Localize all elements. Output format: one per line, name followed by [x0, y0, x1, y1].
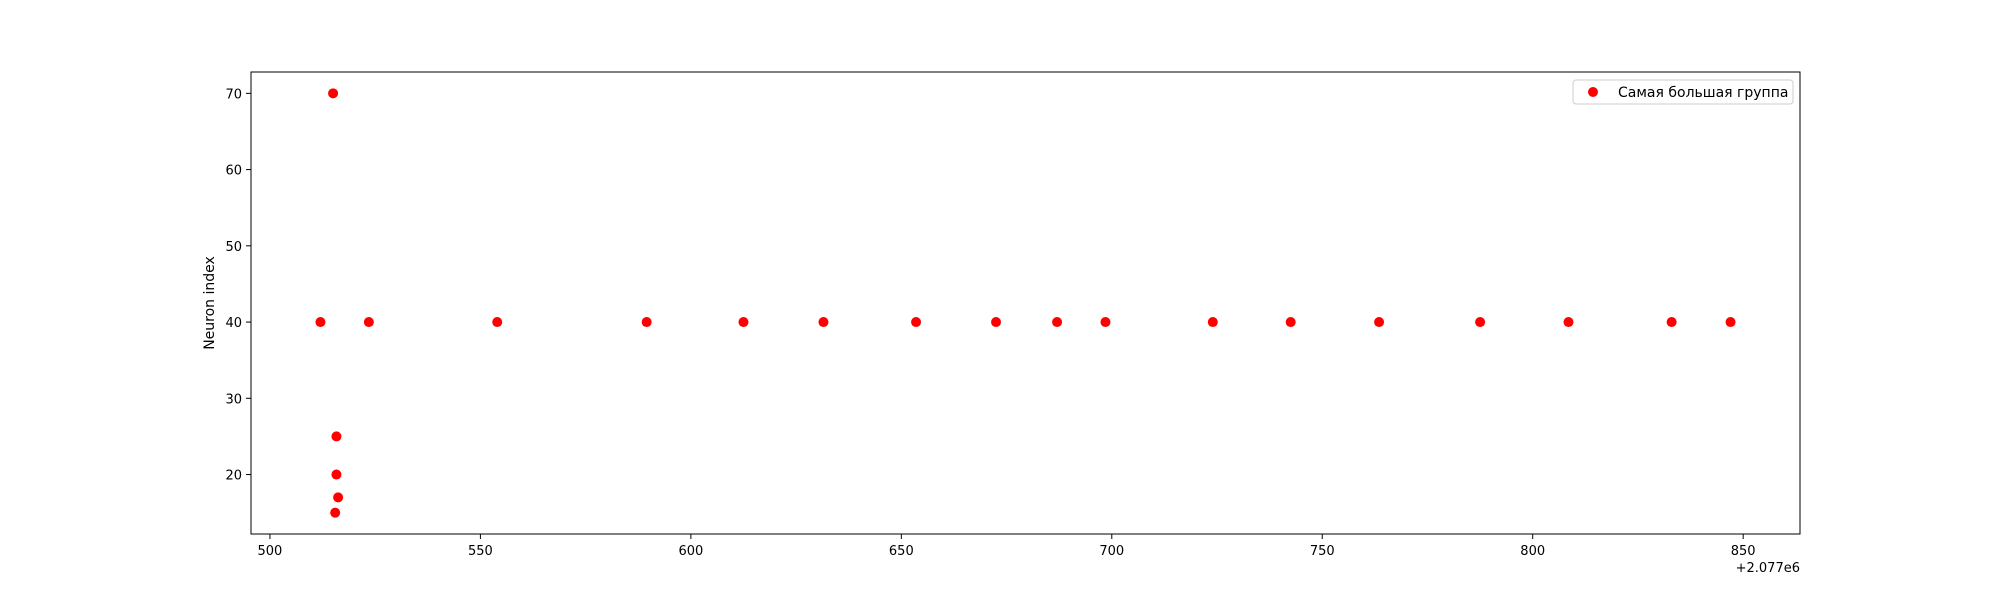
data-point	[1475, 317, 1486, 328]
data-point	[1725, 317, 1736, 328]
data-point	[1207, 317, 1218, 328]
data-point	[1285, 317, 1296, 328]
y-tick-label: 20	[225, 469, 242, 484]
x-axis: 500 550 600 650 700 750 800 850	[258, 534, 1756, 559]
y-axis: 20 30 40 50 60 70	[225, 87, 251, 484]
data-point	[331, 469, 342, 480]
data-point	[315, 317, 326, 328]
y-tick-label: 30	[225, 392, 242, 407]
y-tick-label: 50	[225, 240, 242, 255]
data-point	[363, 317, 374, 328]
legend: Самая большая группа	[1572, 79, 1794, 105]
x-tick-label: 850	[1731, 544, 1756, 559]
data-point	[1563, 317, 1574, 328]
legend-box	[1572, 79, 1794, 105]
y-axis-label: Neuron index	[202, 256, 218, 350]
x-tick-label: 700	[1099, 544, 1124, 559]
y-tick-label: 40	[225, 316, 242, 331]
data-point	[330, 507, 341, 518]
data-point	[1666, 317, 1677, 328]
data-point	[333, 492, 344, 503]
data-point	[738, 317, 749, 328]
data-point	[492, 317, 503, 328]
plot-area	[251, 72, 1800, 534]
y-tick-label: 60	[225, 164, 242, 179]
x-tick-label: 550	[468, 544, 493, 559]
x-tick-label: 500	[258, 544, 283, 559]
x-tick-label: 600	[678, 544, 703, 559]
data-point	[331, 431, 342, 442]
data-point	[1374, 317, 1385, 328]
x-tick-label: 800	[1520, 544, 1545, 559]
legend-marker	[1588, 87, 1598, 97]
data-point	[1100, 317, 1111, 328]
legend-entry-label: Самая большая группа	[1618, 85, 1788, 101]
y-tick-label: 70	[225, 87, 242, 102]
x-tick-label: 750	[1310, 544, 1335, 559]
data-point	[641, 317, 652, 328]
x-tick-label: 650	[889, 544, 914, 559]
data-point	[818, 317, 829, 328]
x-axis-offset-label: +2.077e6	[1736, 561, 1800, 576]
data-point	[328, 88, 339, 99]
data-point	[1052, 317, 1063, 328]
data-point	[911, 317, 922, 328]
data-point	[991, 317, 1002, 328]
data-points	[315, 88, 1736, 518]
plot-frame	[250, 71, 1801, 535]
